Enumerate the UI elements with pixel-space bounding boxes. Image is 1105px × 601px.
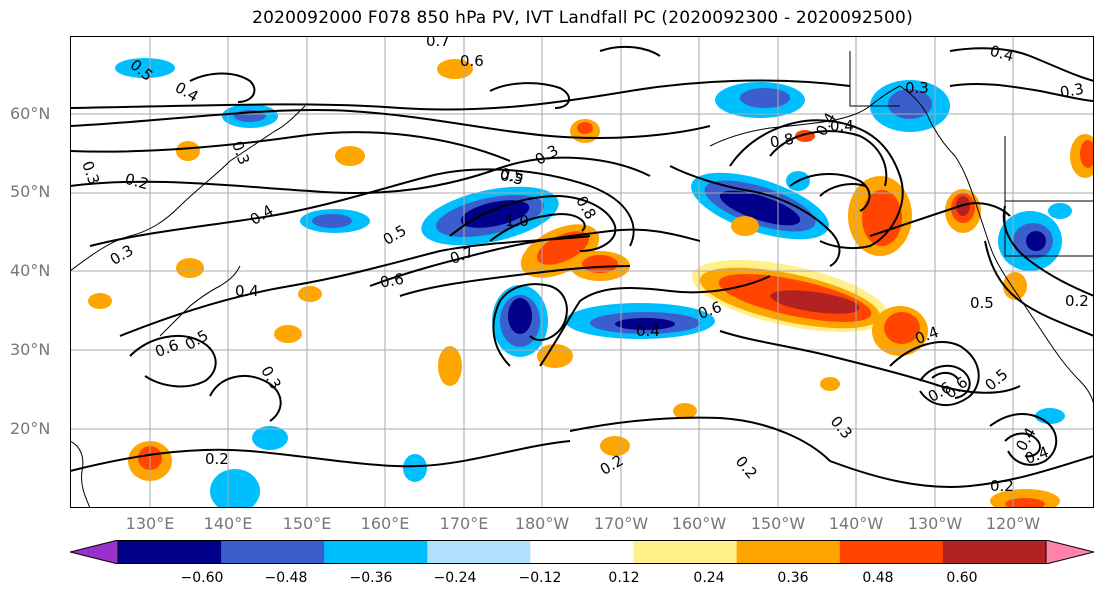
colorbar-tick-label: 0.60: [946, 570, 978, 586]
pv-contours: [70, 45, 1094, 488]
contour-label: 0.5: [500, 167, 524, 185]
colorbar-tick-label: −0.48: [264, 570, 308, 586]
contour-label: 0.2: [123, 170, 151, 194]
colorbar-tick-label: −0.24: [433, 570, 477, 586]
lon-label: 160°W: [671, 514, 727, 533]
colorbar-tick-label: 0.24: [693, 570, 725, 586]
colorbar-bin: [736, 540, 841, 564]
colorbar-bin: [221, 540, 325, 564]
colorbar-tick-label: 0.12: [608, 570, 640, 586]
map-plot: 0.7 0.6 0.5 0.4 0.3 0.2 0.3 0.4 0.3 0.5 …: [70, 36, 1094, 508]
contour-label: 0.6: [460, 52, 484, 70]
lon-label: 120°W: [985, 514, 1041, 533]
colorbar-bin: [324, 540, 428, 564]
contour-label: 0.5: [970, 294, 994, 312]
lon-label: 150°E: [282, 514, 332, 533]
lon-label: 180°W: [514, 514, 570, 533]
contour-label: 0.7: [426, 36, 450, 50]
colorbar-tick-label: −0.60: [180, 570, 224, 586]
figure-title: 2020092000 F078 850 hPa PV, IVT Landfall…: [252, 8, 913, 28]
contour-label: 0.2: [205, 450, 229, 468]
lon-label: 140°W: [828, 514, 884, 533]
negative-anomaly-patches: [115, 58, 1072, 508]
lon-label: 160°E: [360, 514, 410, 533]
colorbar-tick-label: 0.36: [777, 570, 809, 586]
lat-label-20n: 20°N: [10, 419, 51, 438]
contour-label: 0.4: [235, 282, 259, 300]
colorbar-bin: [427, 540, 531, 564]
contour-label: 0.8: [769, 130, 796, 152]
colorbar: [70, 540, 1094, 564]
contour-label: 0.4: [988, 42, 1016, 66]
contour-label: 0.3: [905, 79, 929, 97]
contour-label: 0.2: [1065, 292, 1089, 310]
colorbar-bin: [942, 540, 1047, 564]
lon-label: 130°W: [907, 514, 963, 533]
lon-label: 170°W: [593, 514, 649, 533]
lat-label-30n: 30°N: [10, 340, 51, 359]
contour-label: 0.2: [990, 477, 1014, 495]
contour-label: 0.4: [636, 322, 660, 340]
colorbar-outline: [117, 540, 1047, 564]
contour-label: 0.4: [830, 117, 854, 135]
colorbar-tick-label: −0.36: [349, 570, 393, 586]
colorbar-tick-label: 0.48: [862, 570, 894, 586]
lat-label-60n: 60°N: [10, 104, 51, 123]
colorbar-bin: [839, 540, 944, 564]
colorbar-extend-high: [1045, 540, 1094, 564]
contour-label: 0.6: [379, 270, 406, 292]
colorbar-bin: [118, 540, 222, 564]
lon-label: 150°W: [750, 514, 806, 533]
contour-label: 0.3: [1059, 80, 1086, 102]
contour-label: 1.0: [505, 212, 529, 230]
lon-label: 130°E: [125, 514, 175, 533]
lat-label-40n: 40°N: [10, 261, 51, 280]
lon-label: 170°E: [439, 514, 489, 533]
colorbar-bin: [633, 540, 738, 564]
colorbar-bin: [530, 540, 635, 564]
colorbar-tick-label: −0.12: [518, 570, 562, 586]
lon-label: 140°E: [203, 514, 253, 533]
colorbar-extend-low: [70, 540, 119, 564]
lat-label-50n: 50°N: [10, 182, 51, 201]
